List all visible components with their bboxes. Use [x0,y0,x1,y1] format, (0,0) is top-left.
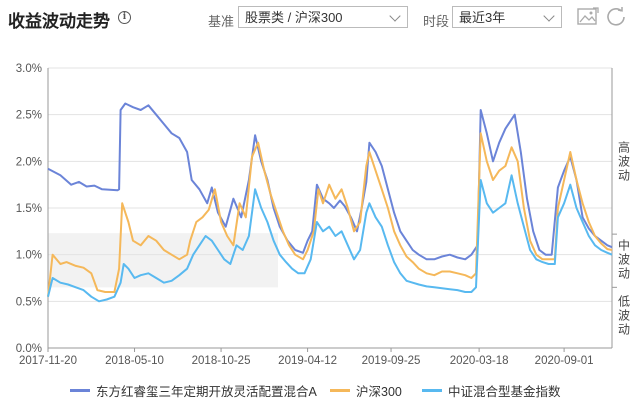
legend-swatch-fund [70,389,90,393]
chevron-down-icon [389,10,401,22]
page-title: 收益波动走势 [8,12,110,31]
volatility-label-char: 动 [618,168,630,182]
volatility-label-char: 波 [618,252,630,266]
volatility-label-char: 动 [618,322,630,336]
volatility-label-char: 波 [618,154,630,168]
volatility-label-char: 低 [618,294,630,308]
x-tick-label: 2018-10-25 [192,355,251,367]
image-export-icon[interactable] [576,6,600,28]
y-tick-label: 2.0% [16,156,42,168]
period-select[interactable]: 最近3年 [452,6,562,28]
volatility-label-char: 动 [618,266,630,280]
legend-swatch-csi300 [330,389,350,393]
x-tick-label: 2017-11-20 [19,355,77,367]
x-tick-label: 2019-09-25 [362,355,421,367]
benchmark-label: 基准 [208,14,235,29]
benchmark-select[interactable]: 股票类 / 沪深300 [238,6,408,28]
benchmark-select-value: 股票类 / 沪深300 [245,10,343,25]
series-line-index [47,174,613,303]
medium-volatility-band [48,233,278,288]
y-tick-label: 1.0% [16,250,42,262]
y-tick-label: 2.5% [16,110,42,122]
legend-item-fund[interactable]: 东方红睿玺三年定期开放灵活配置混合A [70,381,317,400]
legend-item-index[interactable]: 中证混合型基金指数 [422,381,561,400]
y-tick-label: 1.5% [16,203,42,215]
period-select-value: 最近3年 [459,10,506,25]
y-tick-label: 0.0% [16,343,42,355]
x-tick-label: 2020-09-01 [535,355,594,367]
x-tick-label: 2019-04-12 [278,355,337,367]
volatility-label-char: 高 [618,139,630,154]
volatility-label-char: 中 [618,237,630,252]
y-tick-label: 0.5% [16,296,42,308]
info-circle-icon[interactable]: i [118,11,131,24]
chevron-down-icon [543,10,555,22]
legend-swatch-index [422,389,442,393]
y-tick-label: 3.0% [16,63,42,75]
series-line-fund [47,102,613,261]
x-tick-label: 2020-03-18 [450,355,509,367]
legend: 东方红睿玺三年定期开放灵活配置混合A 沪深300 中证混合型基金指数 [0,381,643,399]
refresh-icon[interactable] [605,6,629,28]
volatility-label-char: 波 [618,308,630,322]
series-line-csi300 [47,132,613,297]
x-tick-label: 2018-05-10 [105,355,164,367]
period-label: 时段 [423,14,450,29]
legend-label-csi300: 沪深300 [356,385,402,399]
legend-item-csi300[interactable]: 沪深300 [330,381,402,400]
legend-label-fund: 东方红睿玺三年定期开放灵活配置混合A [96,385,317,399]
legend-label-index: 中证混合型基金指数 [448,385,561,399]
